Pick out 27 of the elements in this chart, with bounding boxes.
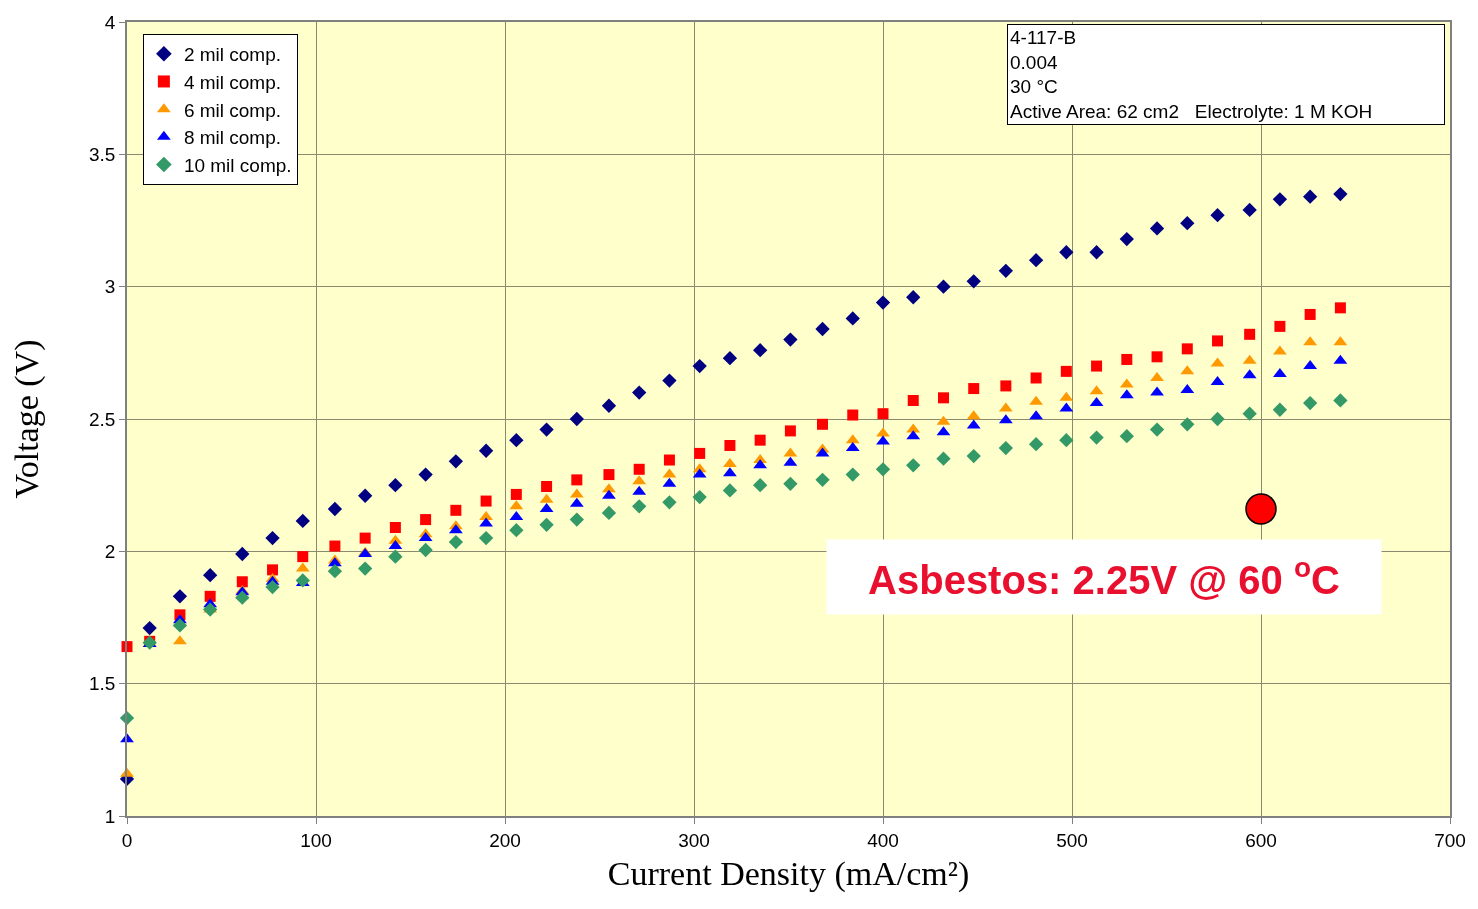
- legend-label: 6 mil comp.: [183, 99, 282, 121]
- y-tick-label: 1: [104, 805, 116, 827]
- legend-label: 10 mil comp.: [183, 154, 292, 176]
- x-tick-label: 100: [300, 829, 332, 851]
- legend-label: 2 mil comp.: [183, 44, 282, 66]
- annotation: 30 °C: [1010, 76, 1058, 98]
- x-tick-label: 500: [1056, 829, 1088, 851]
- y-tick-label: 3.5: [89, 143, 116, 165]
- x-tick-label: 700: [1434, 829, 1466, 851]
- annotation: 4-117-B: [1010, 27, 1077, 48]
- x-tick-label: 300: [678, 829, 710, 851]
- annotation: Asbestos: 2.25V @ 60 $^{o}$C: [868, 552, 1340, 602]
- y-tick-label: 2.5: [89, 408, 116, 430]
- x-tick-label: 200: [489, 829, 521, 851]
- legend-label: 4 mil comp.: [183, 71, 282, 93]
- annotation: Active Area: 62 cm2 Electrolyte: 1 M KOH: [1010, 101, 1373, 123]
- x-axis-title: Current Density (mA/cm²): [607, 855, 970, 894]
- annotation: 0.004: [1010, 51, 1058, 73]
- y-tick-label: 3: [104, 276, 116, 298]
- x-tick-label: 400: [867, 829, 899, 851]
- y-tick-label: 1.5: [89, 673, 116, 695]
- y-tick-label: 2: [104, 540, 116, 562]
- x-tick-label: 600: [1245, 829, 1277, 851]
- legend-label: 8 mil comp.: [183, 127, 282, 149]
- y-axis-title: Voltage (V): [8, 339, 47, 499]
- y-tick-label: 4: [104, 11, 116, 33]
- x-tick-label: 0: [121, 829, 133, 851]
